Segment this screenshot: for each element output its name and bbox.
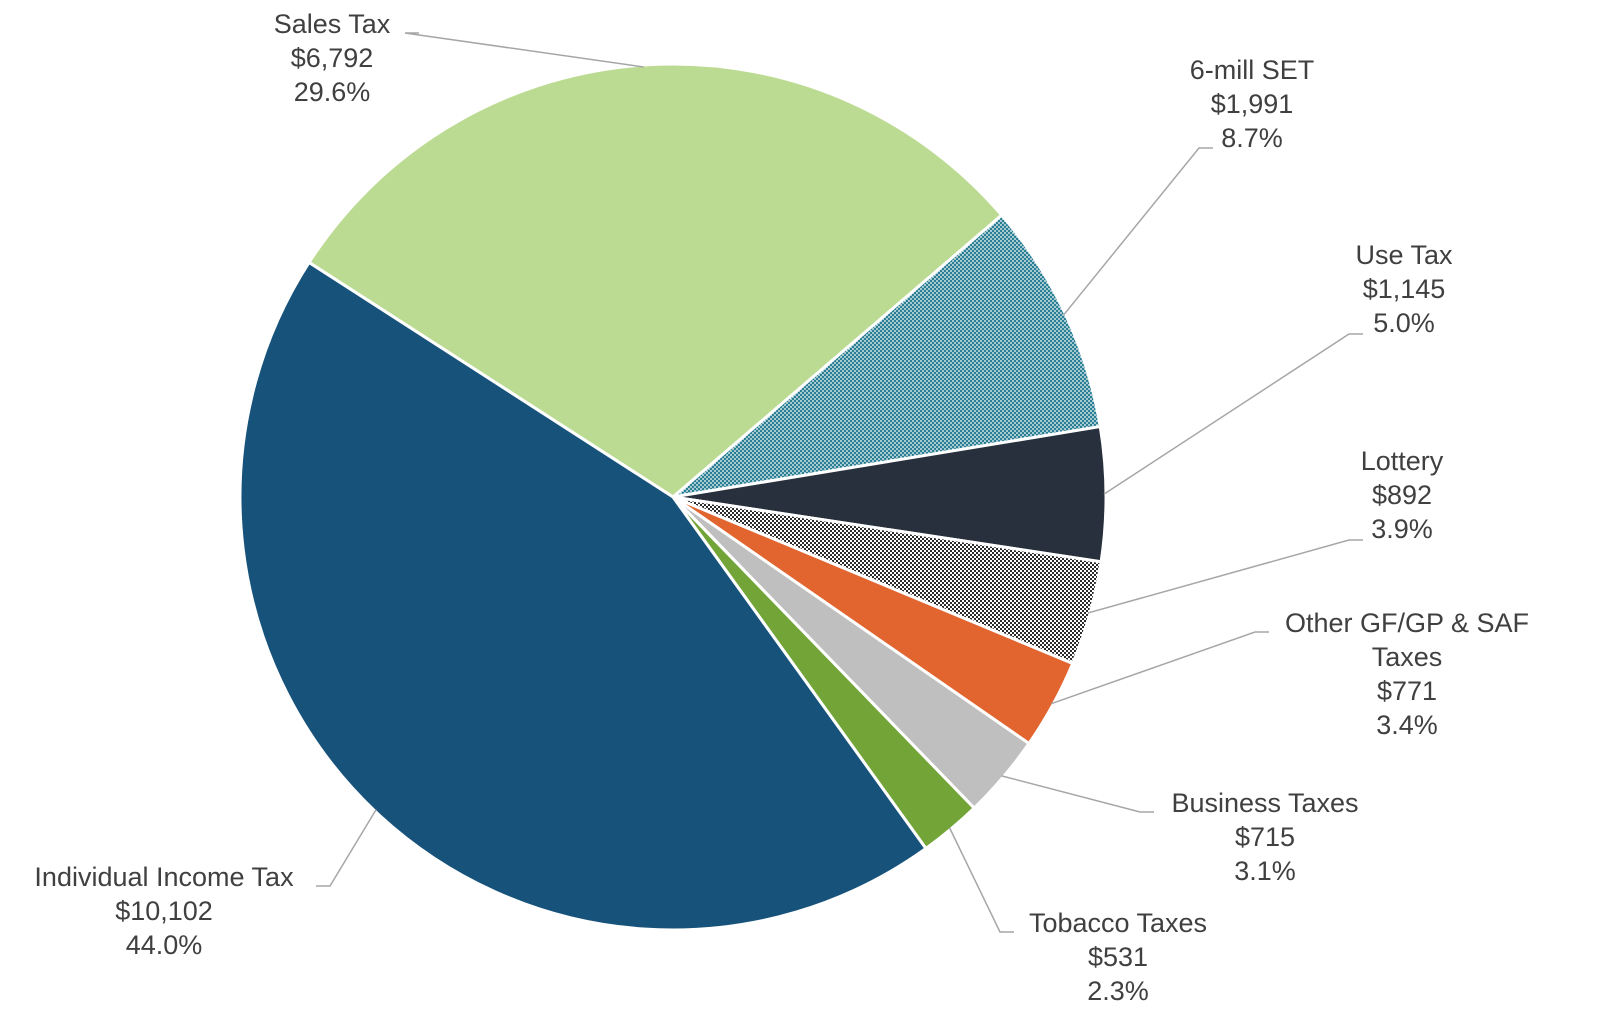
leader-line bbox=[948, 827, 1014, 933]
slice-label-name: Business Taxes bbox=[1171, 788, 1358, 818]
slice-label: Tobacco Taxes $531 2.3% bbox=[1029, 908, 1207, 1006]
slice-label-name: Individual Income Tax bbox=[34, 862, 294, 892]
slice-label-amount: $1,145 bbox=[1363, 274, 1446, 304]
slice-label-name: 6-mill SET bbox=[1190, 55, 1315, 85]
slice-label: Use Tax $1,145 5.0% bbox=[1355, 240, 1453, 338]
slice-label-percent: 3.1% bbox=[1234, 856, 1296, 886]
slice-label-percent: 44.0% bbox=[126, 930, 203, 960]
slice-label-name: Other GF/GP & SAF bbox=[1285, 608, 1529, 638]
slice-label-name: Tobacco Taxes bbox=[1029, 908, 1207, 938]
leader-line bbox=[316, 809, 377, 887]
leader-line bbox=[1087, 539, 1363, 614]
slice-label-name: Use Tax bbox=[1355, 240, 1453, 270]
pie-slice-6-mill-set bbox=[667, 213, 1102, 500]
slice-label: Individual Income Tax $10,102 44.0% bbox=[34, 862, 294, 960]
slice-label: 6-mill SET $1,991 8.7% bbox=[1190, 55, 1315, 153]
slice-label-percent: 8.7% bbox=[1221, 123, 1283, 153]
slice-label-percent: 2.3% bbox=[1087, 976, 1149, 1006]
slice-label-amount: $10,102 bbox=[115, 896, 213, 926]
leader-line bbox=[1050, 631, 1269, 705]
pie-slices bbox=[238, 62, 1108, 932]
pie-slice-sales-tax bbox=[306, 62, 1004, 499]
slice-label-amount: $892 bbox=[1372, 480, 1432, 510]
slice-label-percent: 29.6% bbox=[294, 77, 371, 107]
leader-line bbox=[1063, 147, 1213, 316]
leader-line bbox=[1001, 775, 1154, 813]
slice-label: Sales Tax $6,792 29.6% bbox=[274, 9, 391, 107]
slice-label: Lottery $892 3.9% bbox=[1361, 446, 1444, 544]
slice-labels: Sales Tax $6,792 29.6% 6-mill SET $1,991 8.7%… bbox=[34, 9, 1529, 1006]
leader-lines bbox=[316, 32, 1363, 933]
slice-label-amount: $1,991 bbox=[1211, 89, 1294, 119]
slice-label-name: Lottery bbox=[1361, 446, 1444, 476]
leader-line bbox=[404, 32, 644, 68]
slice-label-amount: $715 bbox=[1235, 822, 1295, 852]
slice-label-percent: 3.9% bbox=[1371, 514, 1433, 544]
slice-label-name: Taxes bbox=[1372, 642, 1443, 672]
slice-label: Other GF/GP & SAF Taxes $771 3.4% bbox=[1285, 608, 1529, 740]
slice-label-amount: $6,792 bbox=[291, 43, 374, 73]
slice-label-amount: $771 bbox=[1377, 676, 1437, 706]
slice-label-name: Sales Tax bbox=[274, 9, 391, 39]
slice-label: Business Taxes $715 3.1% bbox=[1171, 788, 1358, 886]
leader-line bbox=[1103, 333, 1363, 495]
slice-label-percent: 3.4% bbox=[1376, 710, 1438, 740]
slice-label-amount: $531 bbox=[1088, 942, 1148, 972]
slice-label-percent: 5.0% bbox=[1373, 308, 1435, 338]
